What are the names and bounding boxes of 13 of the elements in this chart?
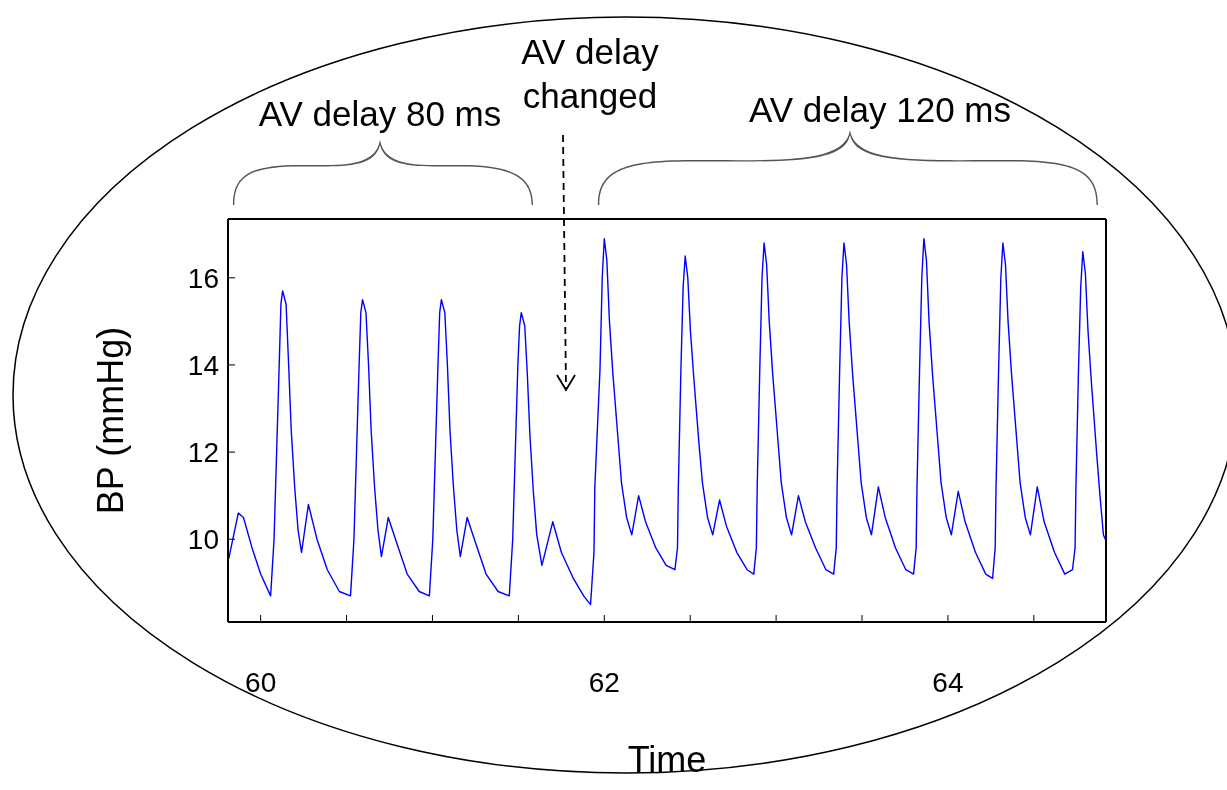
text: AV delay changed — [520, 31, 660, 117]
x-tick-label: 64 — [932, 666, 964, 698]
y-axis-title: BP (mmHg) — [89, 326, 131, 515]
y-tick-label: 14 — [187, 349, 219, 381]
x-axis-title: Time — [627, 739, 707, 780]
text: AV delay 80 ms — [258, 94, 502, 133]
x-tick-label: 62 — [588, 666, 620, 698]
y-tick-label: 12 — [187, 437, 219, 469]
y-tick-label: 16 — [187, 262, 219, 294]
y-tick-label: 10 — [187, 524, 219, 556]
text: AV delay 120 ms — [748, 89, 1012, 131]
line-series — [228, 237, 1106, 606]
x-tick-label: 60 — [245, 666, 277, 698]
